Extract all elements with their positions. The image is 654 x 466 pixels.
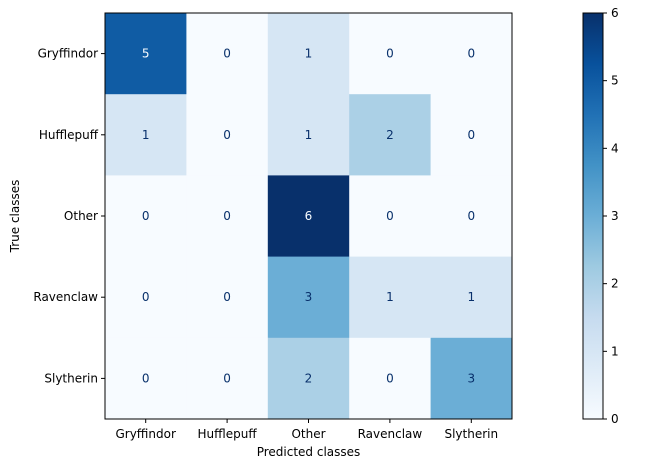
cell-value-label: 3 [467, 371, 475, 385]
heatmap-cell [267, 13, 350, 95]
y-axis-label: True classes [8, 180, 22, 254]
cell-value-label: 0 [386, 209, 394, 223]
colorbar: 0 1 2 3 4 5 6 [582, 6, 619, 426]
cell-value-label: 5 [142, 47, 150, 61]
colorbar-tick-label: 3 [611, 209, 619, 223]
colorbar-tick-label: 4 [611, 141, 619, 155]
heatmap-cell [349, 256, 432, 339]
heatmap-cell [186, 337, 269, 420]
heatmap-cell-labels: 5 0 1 0 0 1 0 1 2 0 0 0 6 0 0 0 0 3 1 1 0 0 2 0 3 [142, 47, 475, 386]
heatmap-cell [267, 175, 350, 258]
y-tick-label: Gryffindor [38, 47, 99, 61]
cell-value-label: 0 [223, 209, 231, 223]
colorbar-tick-label: 2 [611, 277, 619, 291]
x-tick-label: Gryffindor [115, 427, 176, 441]
heatmap-cell [186, 94, 269, 176]
cell-value-label: 2 [386, 128, 394, 142]
heatmap-cell [349, 13, 432, 95]
heatmap-cell [349, 94, 432, 176]
y-tick-label: Slytherin [44, 371, 98, 385]
heatmap-cell [430, 175, 513, 258]
heatmap-cell [349, 337, 432, 420]
cell-value-label: 0 [386, 371, 394, 385]
cell-value-label: 6 [305, 209, 313, 223]
heatmap-cell [430, 94, 513, 176]
cell-value-label: 0 [467, 209, 475, 223]
heatmap-cell [267, 256, 350, 339]
x-tick-label: Other [291, 427, 325, 441]
cell-value-label: 1 [305, 47, 313, 61]
cell-value-label: 1 [142, 128, 150, 142]
x-tick-label: Hufflepuff [198, 427, 258, 441]
cell-value-label: 0 [467, 128, 475, 142]
heatmap-cell [105, 175, 187, 258]
y-tick-label: Other [64, 209, 98, 223]
heatmap-cell [267, 337, 350, 420]
cell-value-label: 0 [223, 371, 231, 385]
heatmap-cell [105, 337, 187, 420]
colorbar-tick-label: 1 [611, 344, 619, 358]
heatmap-cell [186, 13, 269, 95]
heatmap-cell [267, 94, 350, 176]
colorbar-ticks: 0 1 2 3 4 5 6 [603, 6, 619, 426]
heatmap-cell [430, 13, 513, 95]
cell-value-label: 0 [223, 128, 231, 142]
x-tick-label: Ravenclaw [358, 427, 423, 441]
cell-value-label: 0 [142, 209, 150, 223]
colorbar-tick-label: 6 [611, 6, 619, 20]
heatmap-cells [105, 13, 513, 420]
cell-value-label: 1 [305, 128, 313, 142]
heatmap-cell [105, 256, 187, 339]
cell-value-label: 0 [142, 290, 150, 304]
cell-value-label: 0 [386, 47, 394, 61]
heatmap-cell [186, 256, 269, 339]
cell-value-label: 1 [386, 290, 394, 304]
cell-value-label: 2 [305, 371, 313, 385]
heatmap-plot: 5 0 1 0 0 1 0 1 2 0 0 0 6 0 0 0 0 3 1 1 0 0 2 0 3 Gryffindor Huff… [8, 12, 513, 459]
x-axis-label: Predicted classes [257, 445, 361, 459]
heatmap-cell [105, 94, 187, 176]
heatmap-cell [430, 256, 513, 339]
x-axis-ticks: Gryffindor Hufflepuff Other Ravenclaw Slythe… [115, 419, 498, 441]
heatmap-cell [186, 175, 269, 258]
colorbar-tick-label: 0 [611, 412, 619, 426]
y-tick-label: Ravenclaw [33, 290, 98, 304]
cell-value-label: 1 [467, 290, 475, 304]
x-tick-label: Slytherin [444, 427, 498, 441]
cell-value-label: 3 [305, 290, 313, 304]
colorbar-gradient [582, 12, 604, 420]
cell-value-label: 0 [142, 371, 150, 385]
cell-value-label: 0 [223, 290, 231, 304]
cell-value-label: 0 [223, 47, 231, 61]
y-tick-label: Hufflepuff [39, 128, 99, 142]
heatmap-cell [105, 13, 187, 95]
cell-value-label: 0 [467, 47, 475, 61]
y-axis-ticks: Gryffindor Hufflepuff Other Ravenclaw Slythe… [33, 47, 105, 385]
heatmap-cell [430, 337, 513, 420]
colorbar-tick-label: 5 [611, 74, 619, 88]
heatmap-cell [349, 175, 432, 258]
